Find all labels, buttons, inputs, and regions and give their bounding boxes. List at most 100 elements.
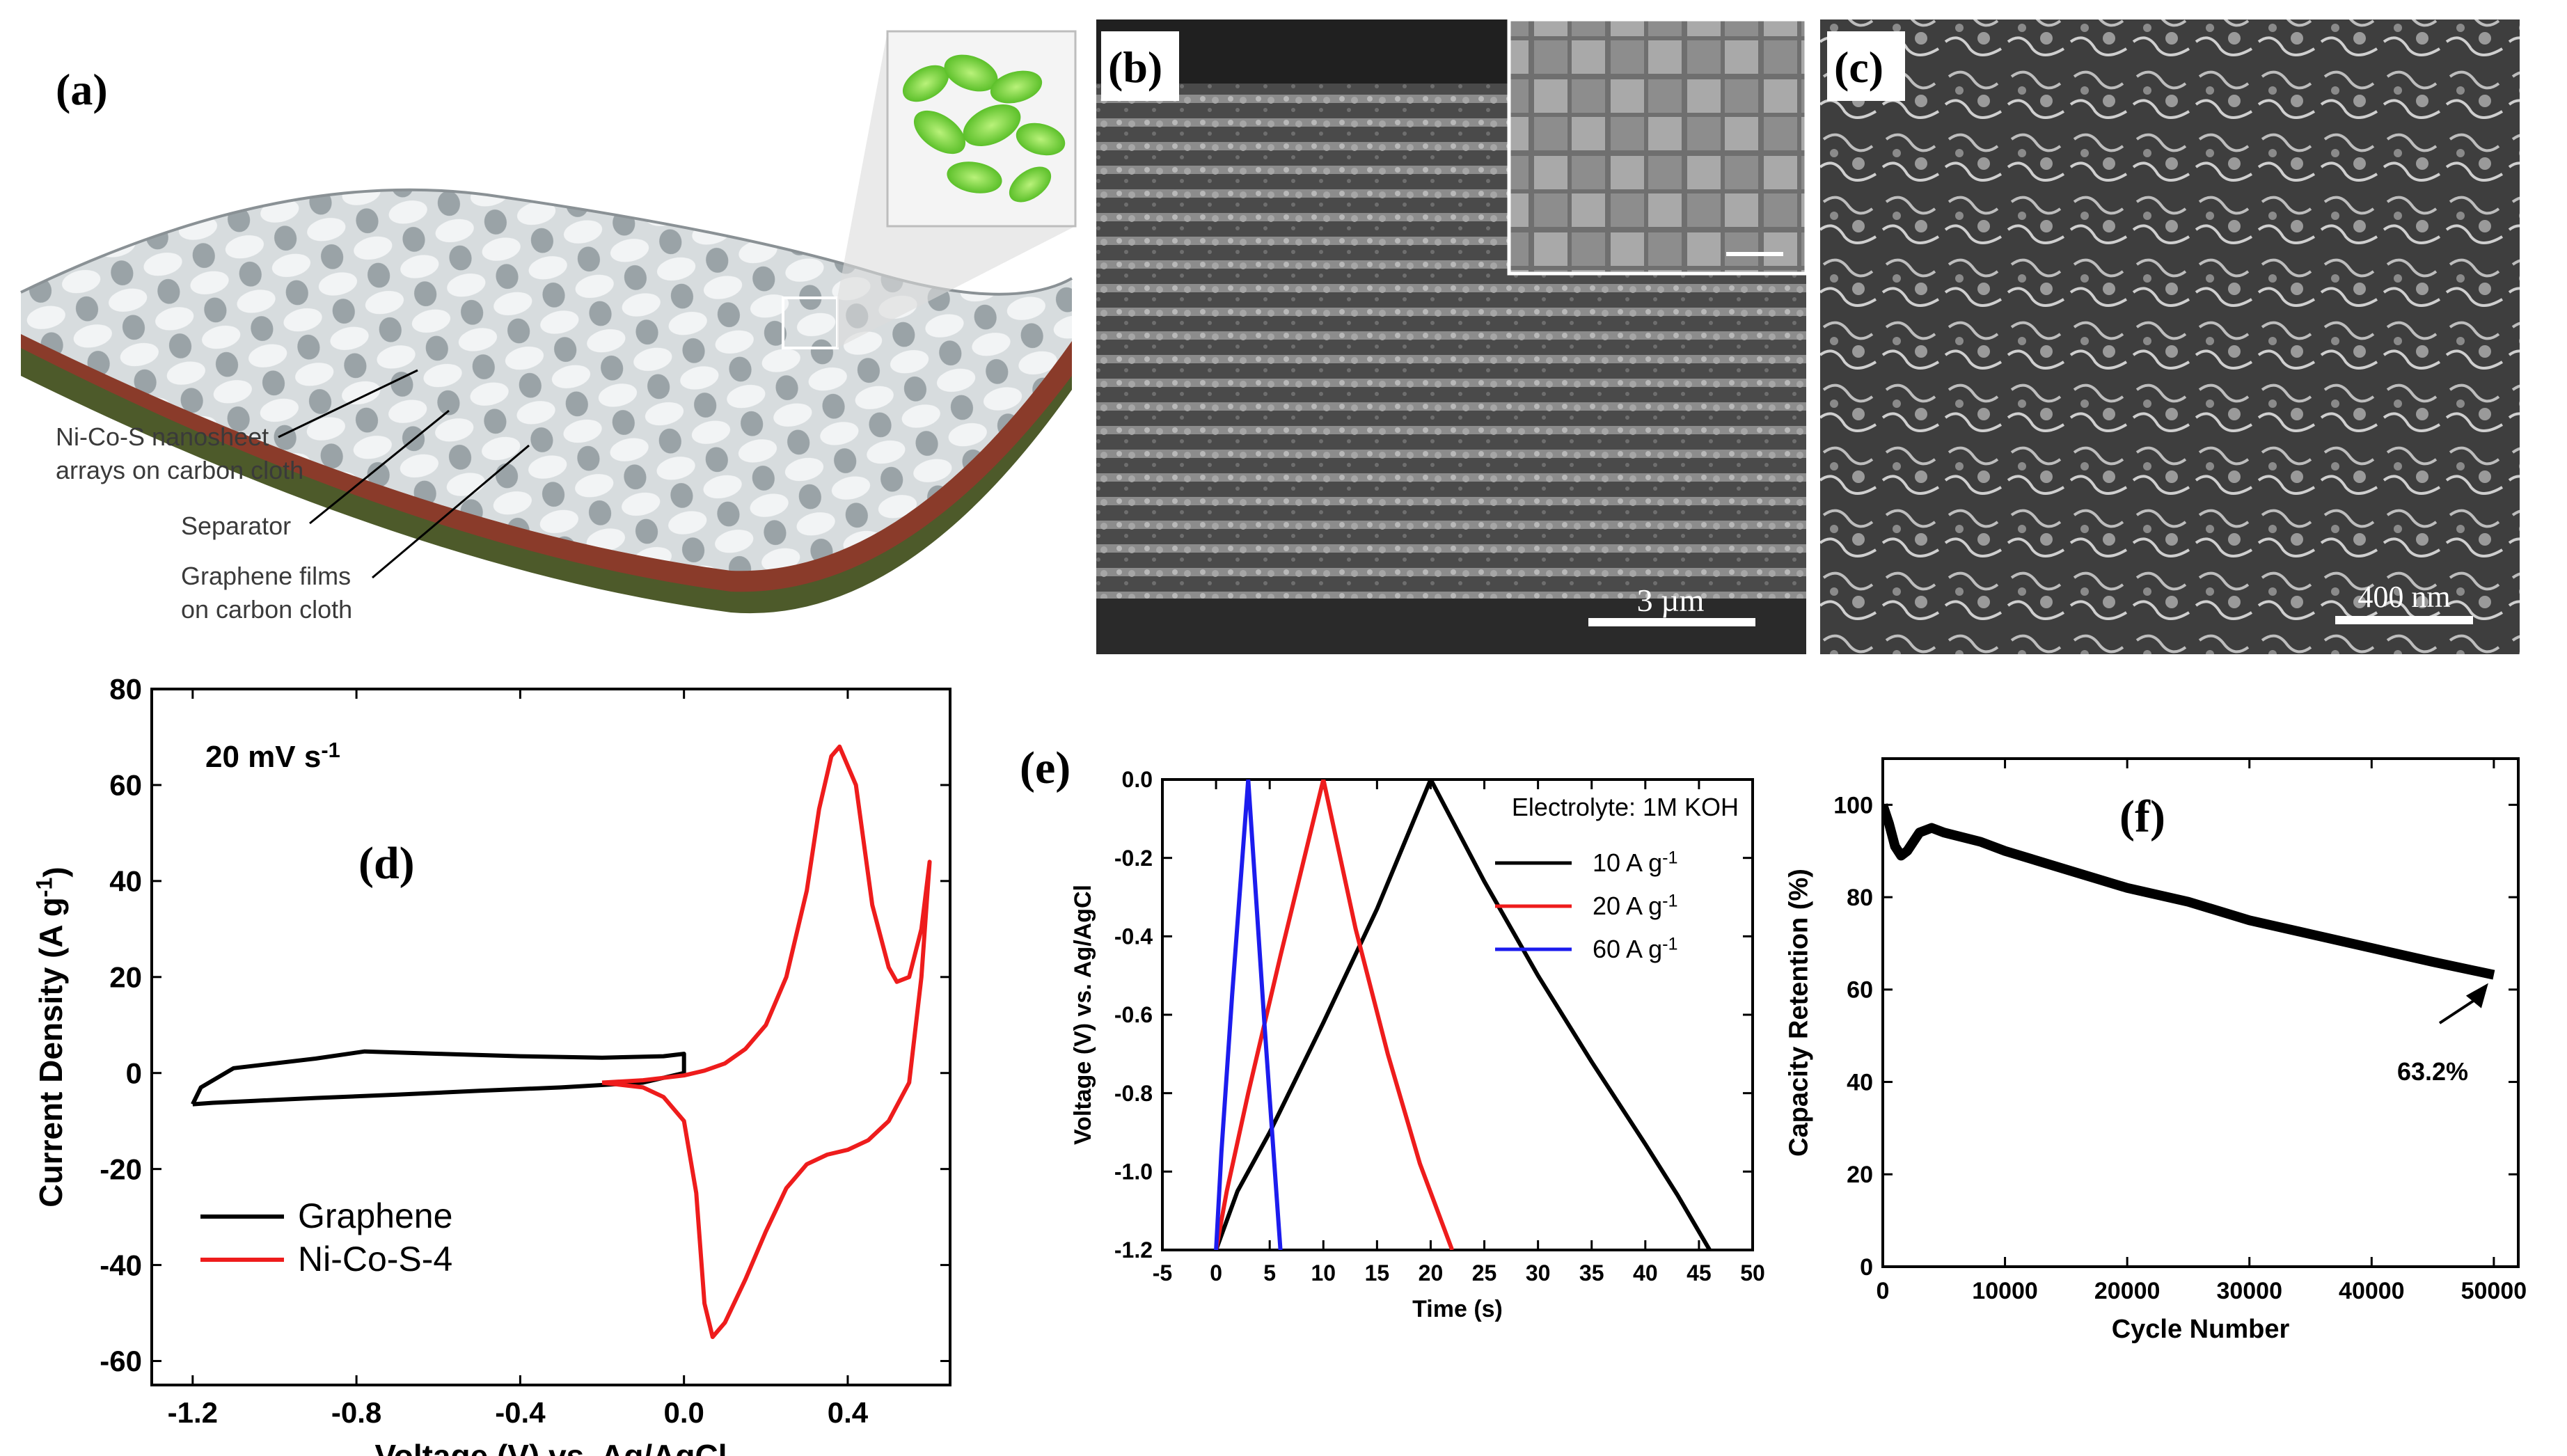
label-separator: Separator — [181, 512, 291, 540]
y-tick-label: -0.4 — [1114, 924, 1153, 949]
series-line-0 — [1214, 780, 1712, 1250]
x-tick-label: 5 — [1263, 1260, 1276, 1285]
y-tick-label: 40 — [1847, 1069, 1873, 1095]
scale-bar-c — [2335, 616, 2473, 624]
legend-label-1: Ni-Co-S-4 — [298, 1240, 452, 1279]
x-tick-label: 40 — [1633, 1260, 1658, 1285]
chart-f: 0 10000 20000 30000 40000 50000 0 20 40 60 80 100 Cy… — [1785, 757, 2527, 1344]
legend-label-0-text: 10 A g — [1593, 848, 1662, 877]
x-axis-label: Voltage (V) vs. Ag/AgCl — [374, 1438, 727, 1456]
x-tick-label: 0.4 — [828, 1396, 869, 1429]
panel-letter: (e) — [1020, 743, 1071, 793]
x-tick-label: 0.0 — [663, 1396, 704, 1429]
y-tick-label: -1.2 — [1114, 1237, 1153, 1263]
legend-label-0: 10 A g-1 — [1593, 848, 1678, 877]
plot-frame — [150, 688, 951, 1386]
nanosheet-cluster — [902, 54, 1066, 203]
y-tick-label: -40 — [100, 1249, 142, 1281]
carbon-cloth-layer — [21, 189, 1072, 571]
y-axis-label-sup: -1 — [31, 878, 56, 898]
panel-letter: (f) — [2119, 791, 2165, 842]
label-graphene-line2: on carbon cloth — [181, 595, 352, 624]
legend-label-1-text: 20 A g — [1593, 892, 1662, 920]
x-tick-label: 25 — [1472, 1260, 1497, 1285]
inset-scale-bar — [1726, 252, 1783, 256]
letter-box-b — [1101, 31, 1179, 101]
y-tick-label: -0.6 — [1114, 1002, 1153, 1027]
series-line-1 — [601, 744, 932, 1339]
x-tick-label: 40000 — [2339, 1278, 2405, 1304]
x-tick-label: -0.4 — [495, 1396, 546, 1429]
y-axis-label-text: Capacity Retention (%) — [1785, 869, 1814, 1157]
y-tick-label: 80 — [109, 673, 142, 706]
x-tick-label: 20000 — [2094, 1278, 2161, 1304]
series-line-1 — [1214, 780, 1455, 1250]
x-tick-label: 10000 — [1972, 1278, 2038, 1304]
x-tick-label: 30 — [1526, 1260, 1551, 1285]
cloth-edge — [20, 188, 1073, 296]
x-tick-label: 15 — [1365, 1260, 1390, 1285]
plot-frame — [1881, 757, 2520, 1268]
sem-image-c — [1820, 19, 2520, 654]
panel-b-letter: (b) — [1108, 42, 1162, 92]
leader-graphene — [372, 444, 530, 579]
series-line-0 — [1883, 803, 2495, 980]
series-line-0 — [191, 1049, 686, 1107]
y-tick-label: 0 — [1860, 1254, 1873, 1281]
sem-image-b-inset — [1507, 17, 1808, 276]
panel-letter: (d) — [358, 838, 415, 889]
x-tick-label: 45 — [1687, 1260, 1712, 1285]
legend-label-2-sup: -1 — [1662, 935, 1677, 954]
label-graphene-line1: Graphene films — [181, 562, 351, 590]
leader-nanosheet — [278, 369, 418, 438]
electrolyte-annotation: Electrolyte: 1M KOH — [1512, 793, 1739, 821]
scale-bar-b — [1588, 618, 1755, 626]
y-tick-label: -1.0 — [1114, 1160, 1153, 1185]
y-tick-label: 100 — [1833, 792, 1873, 818]
y-tick-label: -0.2 — [1114, 846, 1153, 871]
y-axis-label: Capacity Retention (%) — [1785, 869, 1814, 1157]
y-axis-label: Voltage (V) vs. Ag/AgCl — [1070, 885, 1096, 1145]
scan-rate-annotation-sup: -1 — [321, 738, 340, 762]
panel-a-letter: (a) — [56, 65, 108, 114]
legend-label-1: 20 A g-1 — [1593, 892, 1678, 920]
x-tick-label: 0 — [1877, 1278, 1890, 1304]
x-tick-label: -5 — [1153, 1260, 1172, 1285]
chart-e: -5 0 5 10 15 20 25 30 35 40 45 50 0.0 -0.2 -0.4 -0.6 -0.… — [1020, 743, 1765, 1322]
y-tick-label: 20 — [1847, 1162, 1873, 1188]
legend-label-1-sup: -1 — [1662, 892, 1677, 911]
y-tick-label: 60 — [109, 769, 142, 802]
y-tick-label: 0 — [126, 1057, 142, 1089]
y-tick-label: 60 — [1847, 977, 1873, 1004]
y-axis-label: Current Density (A g-1) — [31, 867, 73, 1208]
y-axis-label-text: Voltage (V) vs. Ag/AgCl — [1070, 885, 1096, 1145]
y-axis-label-text: Current Density (A g — [33, 897, 69, 1208]
x-tick-label: -1.2 — [168, 1396, 218, 1429]
label-nanosheet-line2: arrays on carbon cloth — [56, 456, 303, 484]
x-tick-label: 20 — [1419, 1260, 1444, 1285]
panel-a: (a) Ni-Co-S nanosheet arrays on carbon c… — [20, 30, 1077, 624]
x-tick-label: 50000 — [2461, 1278, 2527, 1304]
y-tick-label: -20 — [100, 1153, 142, 1185]
chart-d: -1.2 -0.8 -0.4 0.0 0.4 -60 -40 -20 0 20 40 60 80 Volt… — [31, 673, 951, 1456]
legend-label-2: 60 A g-1 — [1593, 935, 1678, 963]
x-tick-label: 50 — [1740, 1260, 1765, 1285]
y-tick-label: 0.0 — [1122, 767, 1153, 792]
panel-b: (b) 3 µm — [1096, 17, 1808, 654]
legend-label-0: Graphene — [298, 1196, 452, 1235]
series-line-2 — [1214, 780, 1283, 1250]
x-tick-label: 0 — [1210, 1260, 1222, 1285]
y-tick-label: 40 — [109, 865, 142, 898]
retention-annotation: 63.2% — [2397, 1057, 2468, 1086]
legend-label-0-sup: -1 — [1662, 848, 1677, 868]
x-tick-label: 10 — [1311, 1260, 1336, 1285]
y-tick-label: 80 — [1847, 885, 1873, 911]
y-tick-label: -0.8 — [1114, 1081, 1153, 1106]
legend-label-2-text: 60 A g — [1593, 935, 1662, 963]
y-tick-label: 20 — [109, 960, 142, 993]
scan-rate-annotation-text: 20 mV s — [205, 740, 321, 774]
retention-arrow-head — [2465, 983, 2488, 1008]
scan-rate-annotation: 20 mV s-1 — [205, 738, 340, 774]
x-tick-label: 35 — [1579, 1260, 1604, 1285]
